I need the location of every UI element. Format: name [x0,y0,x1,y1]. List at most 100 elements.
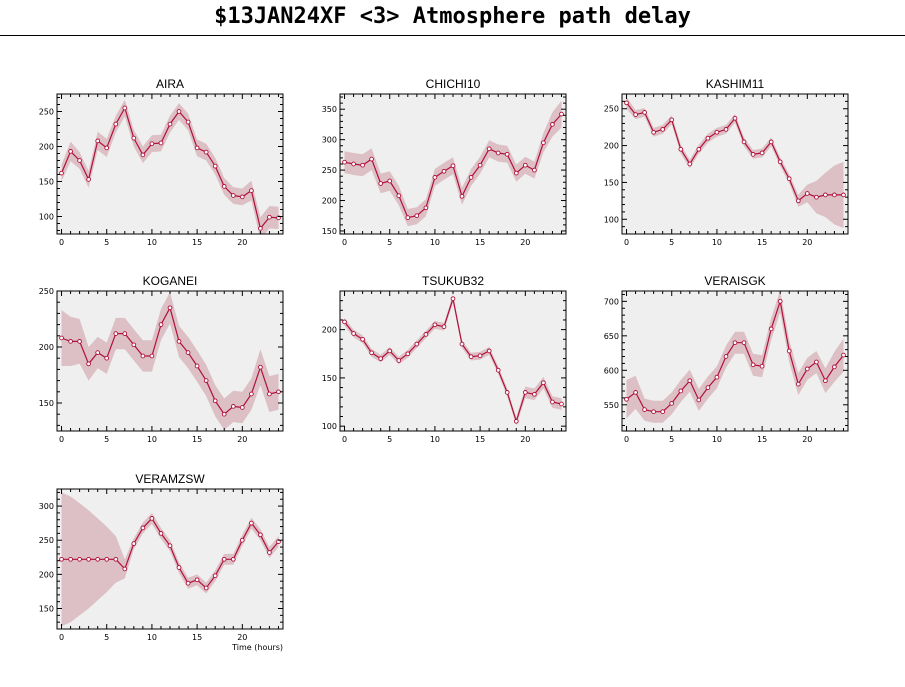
data-point [423,205,429,211]
data-point [185,350,191,355]
data-point [158,322,164,327]
data-point [113,121,119,127]
y-tick-label: 200 [39,570,54,579]
y-tick-label: 150 [322,374,337,383]
data-point [113,556,119,562]
data-point [77,158,82,163]
data-point [750,362,756,368]
y-tick-label: 700 [604,297,619,306]
data-point [550,122,555,127]
y-tick-label: 150 [39,605,54,614]
data-point [95,138,101,144]
data-point [750,152,756,157]
data-point [414,213,420,219]
data-point [396,358,402,363]
data-point [158,140,164,146]
data-point [387,348,393,354]
y-tick-label: 300 [39,502,54,511]
x-tick-label: 5 [104,633,109,642]
data-point [459,341,465,347]
data-point [360,336,365,342]
data-point [486,146,492,152]
data-point [140,525,146,531]
data-point [86,361,91,367]
data-point [759,363,765,369]
uncertainty-band [626,96,844,229]
x-tick-label: 0 [59,435,64,444]
data-point [559,401,564,407]
data-point [230,193,236,198]
data-point [239,405,245,410]
data-point [559,111,564,117]
data-point [450,163,456,169]
data-point [459,193,465,199]
data-point [504,390,510,395]
data-point [131,135,137,141]
y-tick-label: 200 [604,142,619,151]
data-point [378,181,384,186]
plot-area [340,291,566,431]
data-point [258,364,263,370]
data-point [212,163,218,169]
data-point [660,409,666,415]
y-tick-label: 350 [322,105,337,114]
x-tick-label: 15 [757,435,767,444]
data-point [239,194,245,200]
y-tick-label: 100 [322,422,337,431]
data-point [768,326,774,332]
data-point [633,112,638,117]
data-point [741,340,747,346]
data-point [741,139,747,145]
x-tick-label: 10 [712,238,722,247]
data-point [450,296,456,302]
y-tick-label: 200 [322,326,337,335]
data-point [705,385,711,390]
chart-panel: 0 5 10 15 20 150 200 250 300 VERAMZSW Time (hours) [39,472,284,652]
data-point [77,556,82,562]
chart-panel: 0 5 10 15 20 550 600 650 700 VERAISGK [604,274,849,444]
data-point [149,353,155,359]
data-point [131,342,137,348]
data-point [122,566,128,572]
data-point [696,397,702,403]
data-point [814,194,819,200]
x-tick-label: 20 [802,238,812,247]
data-point [267,550,272,555]
x-tick-label: 0 [624,435,629,444]
data-point [504,151,510,157]
data-point [804,191,810,196]
x-tick-label: 20 [520,435,530,444]
y-tick-label: 100 [39,213,54,222]
data-point [194,577,200,583]
data-point [95,350,101,355]
data-point [624,396,629,402]
data-point [203,585,209,591]
data-point [522,162,528,168]
data-point [276,389,281,395]
x-tick-label: 15 [475,238,485,247]
data-point [795,381,801,387]
x-tick-label: 20 [237,435,247,444]
x-tick-label: 20 [520,238,530,247]
y-tick-label: 100 [604,215,619,224]
y-tick-label: 150 [39,178,54,187]
data-point [723,354,729,359]
data-point [777,159,783,165]
data-point [541,140,546,146]
data-point [221,556,227,562]
data-point [432,175,438,180]
data-point [258,532,263,538]
y-tick-label: 150 [322,227,337,236]
data-point [104,145,110,151]
x-tick-label: 15 [192,238,202,247]
data-point [477,353,483,359]
data-point [203,378,209,383]
x-tick-label: 10 [147,435,157,444]
page-title: $13JAN24XF <3> Atmosphere path delay [214,4,691,29]
x-tick-label: 20 [237,238,247,247]
data-point [185,580,191,586]
data-point [714,374,720,380]
data-point [267,214,272,220]
data-point [477,162,483,168]
data-point [660,127,666,132]
